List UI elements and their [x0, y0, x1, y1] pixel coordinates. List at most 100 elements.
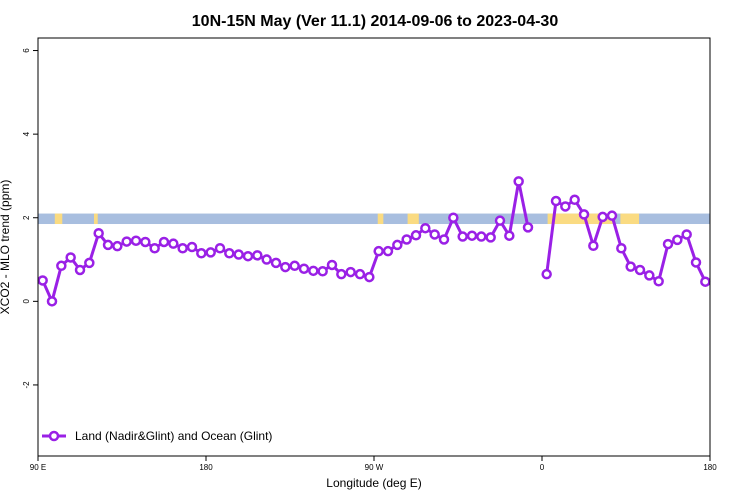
y-axis: -2 0 2 4 6 — [22, 48, 38, 389]
data-point — [373, 245, 384, 257]
data-point — [102, 239, 114, 251]
data-point — [326, 259, 338, 271]
data-point — [270, 257, 282, 269]
x-axis: 90 E 180 90 W 0 180 — [30, 456, 717, 472]
data-point — [410, 230, 422, 241]
data-point — [261, 254, 272, 265]
data-point — [130, 235, 142, 246]
data-point — [448, 212, 459, 223]
x-tick-label: 90 E — [30, 463, 46, 472]
data-point — [317, 265, 328, 277]
data-point — [168, 238, 179, 249]
data-point — [84, 257, 95, 269]
data-point — [522, 222, 534, 233]
y-tick-label: 0 — [22, 299, 31, 304]
data-point — [401, 234, 412, 245]
data-point — [242, 250, 254, 262]
y-tick-label: -2 — [22, 381, 31, 389]
data-point — [494, 215, 506, 226]
chart-title: 10N-15N May (Ver 11.1) 2014-09-06 to 202… — [192, 13, 559, 30]
land-ocean-band — [38, 213, 710, 225]
land-segment — [377, 213, 384, 225]
data-point — [541, 268, 552, 280]
data-point — [616, 243, 627, 254]
land-segment — [407, 213, 419, 225]
data-point — [149, 243, 160, 254]
data-point — [457, 231, 468, 242]
data-point — [56, 260, 67, 272]
data-point — [550, 195, 562, 207]
data-point — [569, 194, 580, 206]
data-point — [196, 248, 207, 259]
data-point — [336, 268, 347, 280]
data-point — [681, 229, 692, 240]
data-point — [392, 239, 403, 251]
data-point — [653, 276, 664, 287]
data-point — [625, 261, 636, 272]
data-point — [186, 241, 198, 253]
land-segment — [54, 213, 63, 225]
data-point — [476, 231, 487, 242]
data-point — [345, 266, 356, 278]
land-segment — [547, 213, 613, 225]
data-point — [672, 234, 683, 246]
data-point — [644, 270, 655, 281]
data-point — [662, 238, 674, 250]
data-point — [513, 176, 524, 187]
data-point — [205, 247, 216, 258]
data-point — [112, 240, 123, 252]
data-point — [289, 260, 300, 272]
data-point — [214, 243, 226, 254]
y-tick-label: 2 — [22, 215, 31, 220]
y-tick-label: 6 — [22, 48, 31, 53]
x-axis-label: Longitude (deg E) — [326, 476, 421, 490]
legend-label: Land (Nadir&Glint) and Ocean (Glint) — [75, 429, 272, 443]
x-tick-label: 180 — [199, 463, 213, 472]
series-layer — [37, 176, 711, 307]
data-point — [74, 264, 86, 276]
data-point — [298, 263, 310, 274]
x-tick-label: 90 W — [365, 463, 384, 472]
y-axis-label: XCO2 - MLO trend (ppm) — [0, 180, 12, 315]
data-point — [606, 210, 618, 221]
data-point — [224, 248, 235, 259]
x-tick-label: 180 — [703, 463, 717, 472]
land-segment — [94, 213, 98, 225]
data-point — [177, 243, 188, 254]
data-point — [429, 229, 440, 240]
data-point — [233, 249, 244, 260]
data-point — [420, 222, 431, 234]
data-point — [438, 234, 450, 245]
legend-marker-swatch — [48, 430, 60, 442]
x-tick-label: 0 — [540, 463, 545, 472]
data-point — [46, 296, 58, 307]
data-point — [578, 209, 590, 220]
data-point — [588, 240, 599, 251]
data-point — [121, 236, 132, 247]
data-point — [354, 268, 366, 280]
data-point — [597, 211, 608, 223]
data-point — [382, 245, 394, 257]
ocean-band — [38, 213, 710, 225]
data-point — [364, 271, 375, 283]
data-point — [560, 201, 571, 212]
data-point — [308, 265, 319, 277]
land-segment — [620, 213, 640, 225]
data-point — [37, 275, 48, 286]
y-tick-label: 4 — [22, 131, 31, 136]
data-point — [466, 230, 478, 241]
legend: Land (Nadir&Glint) and Ocean (Glint) — [42, 429, 272, 443]
data-point — [504, 230, 515, 241]
data-point — [700, 276, 711, 287]
data-point — [158, 236, 170, 248]
data-point — [252, 250, 263, 261]
data-point — [280, 261, 291, 273]
data-point — [634, 264, 646, 276]
data-point — [93, 227, 104, 239]
data-point — [690, 257, 702, 268]
data-point — [485, 232, 496, 243]
plot-area — [37, 37, 711, 457]
data-point — [140, 236, 151, 248]
data-point — [65, 252, 76, 263]
